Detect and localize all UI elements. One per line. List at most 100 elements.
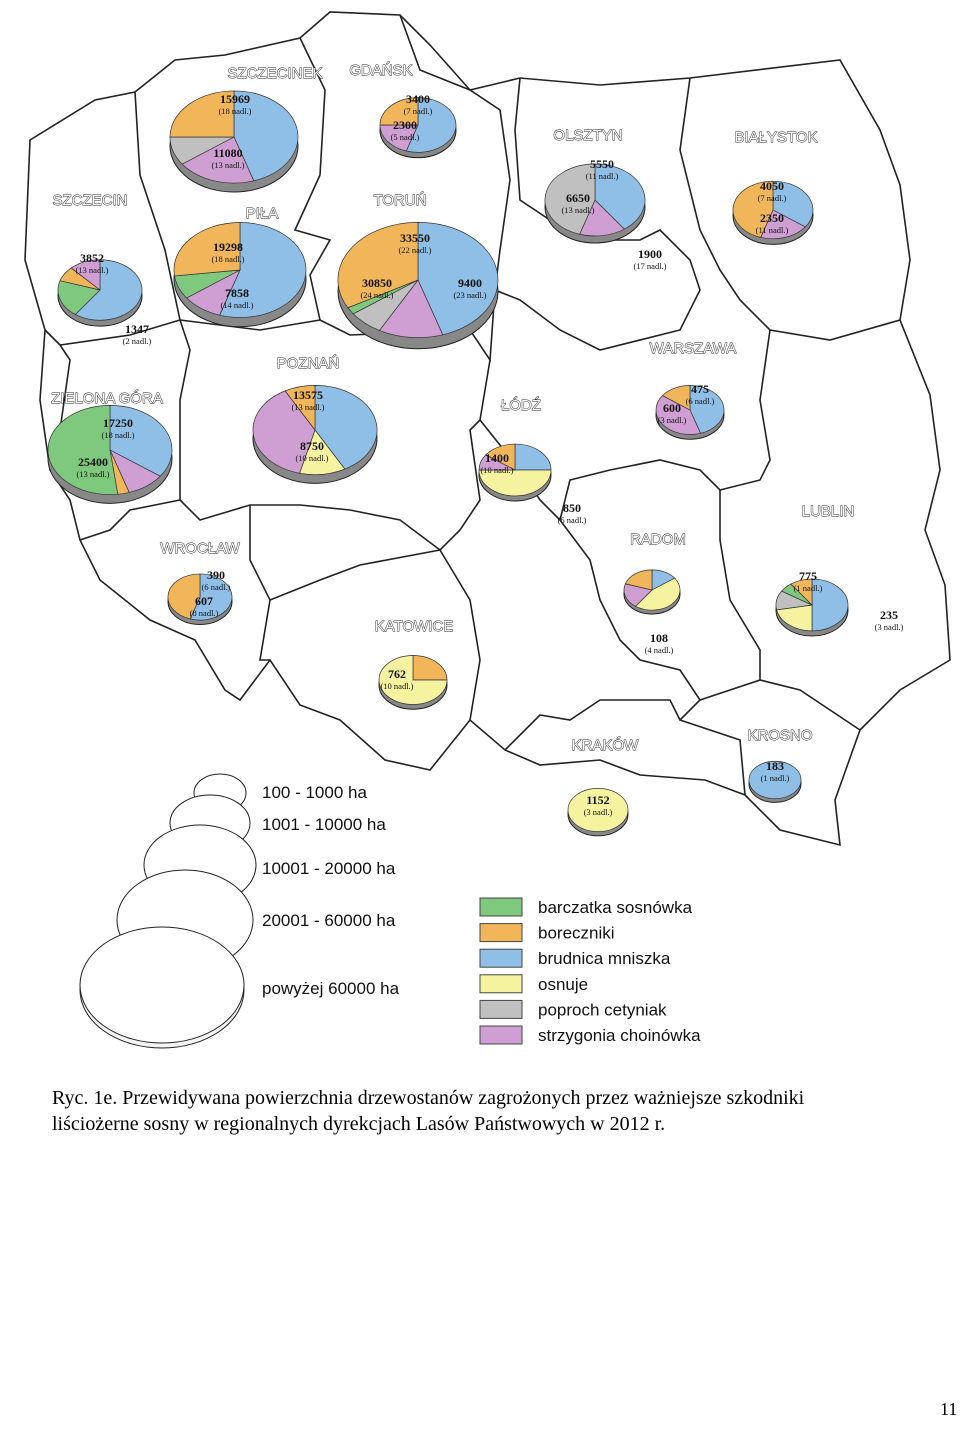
region-name: WARSZAWA: [650, 340, 737, 357]
pie-slice: [417, 222, 499, 336]
pie-slice: [167, 573, 201, 620]
pie-slice: [70, 259, 101, 291]
pie-slice: [732, 180, 774, 238]
district-count: (10 nadl.): [295, 453, 328, 463]
size-label: 1001 - 10000 ha: [262, 815, 386, 834]
pie-slice: [655, 395, 702, 435]
region-name: TORUŃ: [373, 192, 426, 209]
region-name: POZNAŃ: [277, 355, 340, 372]
district-count: (13 nadl.): [75, 265, 108, 275]
pie-slice: [485, 443, 516, 471]
caption-line: liściożerne sosny w regionalnych dyrekcj…: [52, 1113, 665, 1135]
region-name: PIŁA: [246, 205, 279, 222]
district-count: (11 nadl.): [756, 225, 789, 235]
region-name: GDAŃSK: [349, 62, 412, 79]
pie-slice: [379, 97, 419, 126]
district-count: (22 nadl.): [398, 245, 431, 255]
pie-slice: [173, 222, 241, 277]
region-name: ZIELONA GÓRA: [51, 390, 163, 407]
area-value: 235: [880, 608, 898, 622]
area-value: 7858: [225, 286, 249, 300]
district-count: (18 nadl.): [101, 430, 134, 440]
legend-label: osnuje: [538, 975, 588, 994]
legend-swatch: [479, 897, 523, 917]
district-count: (18 nadl.): [218, 106, 251, 116]
district-count: (4 nadl.): [645, 645, 674, 655]
pie-slice: [772, 180, 814, 228]
pie-slice: [74, 259, 143, 321]
pie-slice: [379, 124, 419, 152]
region-name: SZCZECINEK: [227, 65, 322, 82]
pie-slice: [776, 604, 813, 632]
district-count: (7 nadl.): [758, 193, 787, 203]
region-name: KATOWICE: [375, 618, 454, 635]
district-count: (1 nadl.): [794, 583, 823, 593]
region-name: WROCŁAW: [160, 540, 240, 557]
district-count: (17 nadl.): [633, 261, 666, 271]
district-count: (7 nadl.): [404, 106, 433, 116]
area-value: 1400: [485, 451, 509, 465]
legend-circles: [79, 773, 257, 1049]
pie-slice: [47, 405, 119, 495]
district-count: (10 nadl.): [480, 465, 513, 475]
legend-label: brudnica mniszka: [538, 949, 671, 968]
area-value: 762: [388, 667, 406, 681]
legend-label: poproch cetyniak: [538, 1000, 667, 1019]
pie-slice: [189, 573, 233, 621]
pie-slice: [624, 569, 653, 591]
pie-slice: [314, 385, 378, 470]
district-count: (1 nadl.): [761, 773, 790, 783]
pie-slice: [567, 788, 629, 832]
area-value: 775: [799, 569, 817, 583]
pie-slice: [689, 385, 725, 434]
legend-swatch: [479, 923, 523, 943]
area-value: 1900: [638, 247, 662, 261]
area-value: 3852: [80, 251, 104, 265]
area-value: 2300: [393, 118, 417, 132]
district-count: (13 nadl.): [561, 205, 594, 215]
area-value: 607: [195, 594, 213, 608]
legend-label: strzygonia choinówka: [538, 1026, 701, 1045]
area-value: 17250: [103, 416, 133, 430]
area-value: 1347: [125, 322, 149, 336]
area-value: 108: [650, 631, 668, 645]
pie-slice: [378, 279, 444, 338]
pie-slice: [760, 209, 806, 240]
area-value: 30850: [362, 276, 392, 290]
pie-slice: [378, 655, 448, 705]
region-name: OLSZTYN: [553, 127, 622, 144]
area-value: 390: [207, 568, 225, 582]
legend-swatch: [479, 1025, 523, 1045]
region-name: RADOM: [630, 531, 686, 548]
area-value: 25400: [78, 455, 108, 469]
region-name: ŁÓDŹ: [501, 397, 541, 414]
district-count: (3 nadl.): [584, 807, 613, 817]
pie-slice: [544, 163, 596, 235]
pie-slice: [337, 222, 419, 309]
district-count: (13 nadl.): [291, 402, 324, 412]
region-name: SZCZECIN: [53, 192, 128, 209]
page-number: 11: [940, 1399, 957, 1419]
region-name: BIAŁYSTOK: [734, 129, 817, 146]
area-value: 850: [563, 501, 581, 515]
legend-swatch: [479, 999, 523, 1019]
district-count: (8 nadl.): [190, 608, 219, 618]
size-label: 20001 - 60000 ha: [262, 911, 396, 930]
pie-slice: [405, 97, 457, 153]
pie-slice: [790, 578, 813, 606]
pie-slice: [634, 577, 681, 611]
pie-slice: [109, 405, 173, 477]
district-count: (14 nadl.): [220, 300, 253, 310]
legend-label: barczatka sosnówka: [538, 898, 693, 917]
area-value: 6650: [566, 191, 590, 205]
district-count: (6 nadl.): [686, 396, 715, 406]
district-count: (2 nadl.): [123, 336, 152, 346]
legend-label: boreczniki: [538, 924, 615, 943]
district-count: (13 nadl.): [76, 469, 109, 479]
district-count: (23 nadl.): [453, 290, 486, 300]
pie-slice: [412, 655, 448, 681]
pie-slice: [284, 385, 316, 432]
pie-slice: [478, 469, 552, 497]
